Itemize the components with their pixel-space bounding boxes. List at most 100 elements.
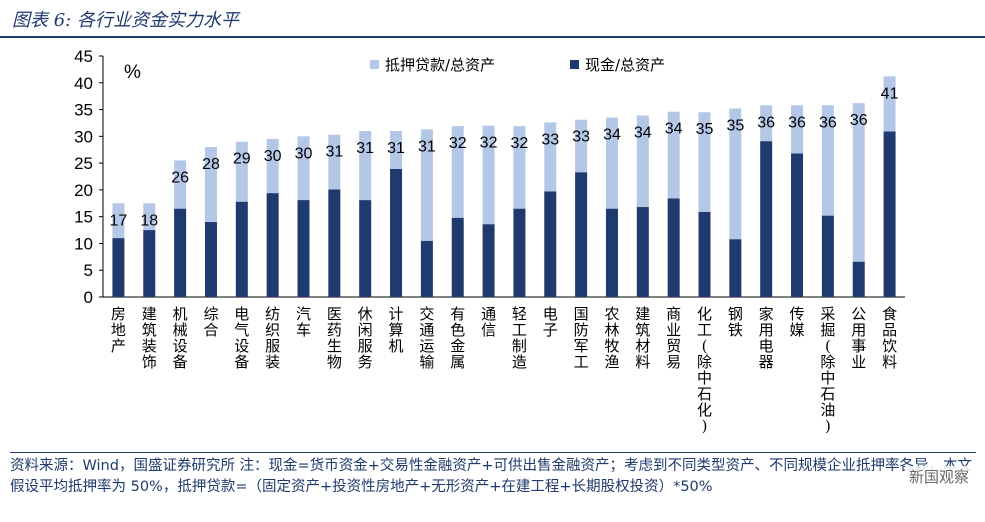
bar-loan <box>544 122 557 192</box>
bar-loan <box>266 139 279 194</box>
bar-cash <box>174 208 187 297</box>
bar-cash <box>235 201 248 297</box>
bar-loan <box>883 76 896 132</box>
bar-cash <box>791 153 804 297</box>
data-label: 30 <box>264 148 282 165</box>
x-tick-label: 钢铁 <box>728 305 743 339</box>
bar-cash <box>328 189 341 297</box>
bar-loan <box>575 119 588 173</box>
y-tick-label: 45 <box>74 47 93 66</box>
data-label: 34 <box>634 124 652 141</box>
bar-cash <box>451 217 464 297</box>
bar-cash <box>698 211 711 297</box>
x-tick-label: 建筑装饰 <box>142 305 157 371</box>
y-tick-label: 0 <box>84 288 93 307</box>
bar-cash <box>667 198 680 297</box>
bar-loan <box>698 112 711 212</box>
x-tick-label: 纺织服装 <box>265 305 280 371</box>
bar-cash <box>143 230 156 297</box>
x-tick-label: 交通运输 <box>419 305 434 371</box>
x-tick-label: 食品饮料 <box>882 305 897 371</box>
bar-loan <box>636 115 649 208</box>
bar-loan <box>791 105 804 154</box>
bar-cash <box>204 222 217 297</box>
x-tick-label: 传媒 <box>790 305 805 339</box>
y-tick-label: 30 <box>74 127 93 146</box>
y-tick-label: 25 <box>74 154 93 173</box>
bar-cash <box>513 208 526 297</box>
y-axis-unit: % <box>124 62 141 83</box>
data-label: 32 <box>449 135 467 152</box>
bar-loan <box>605 117 618 209</box>
x-tick-label: 轻工制造 <box>512 305 527 371</box>
bar-cash <box>575 172 588 297</box>
data-label: 31 <box>325 144 343 161</box>
data-label: 18 <box>140 212 158 229</box>
bar-loan <box>359 130 372 201</box>
y-tick-label: 10 <box>74 234 93 253</box>
bar-cash <box>390 169 403 297</box>
x-tick-label: 农林牧渔 <box>604 305 619 371</box>
bar-cash <box>729 239 742 297</box>
x-tick-label: 采掘(除中石油) <box>820 305 835 435</box>
legend-label: 现金/总资产 <box>585 56 665 74</box>
bar-cash <box>636 207 649 297</box>
x-tick-label: 通信 <box>481 305 496 339</box>
bar-loan <box>760 105 773 142</box>
bar-loan <box>852 103 865 262</box>
bar-cash <box>482 224 495 297</box>
bar-cash <box>544 191 557 297</box>
data-label: 34 <box>603 127 621 144</box>
bar-loan <box>390 130 403 170</box>
x-tick-label: 计算机 <box>389 305 404 355</box>
x-tick-label: 建筑材料 <box>635 305 650 371</box>
bar-loan <box>204 147 217 223</box>
x-tick-label: 电气设备 <box>234 305 249 371</box>
x-tick-label: 有色金属 <box>450 305 465 371</box>
data-label: 41 <box>881 85 899 102</box>
bar-cash <box>420 240 433 297</box>
bar-loan <box>112 203 125 239</box>
bar-cash <box>883 131 896 297</box>
bar-loan <box>667 111 680 199</box>
bar-cash <box>852 261 865 297</box>
data-label: 36 <box>850 112 868 129</box>
data-label: 30 <box>295 145 313 162</box>
data-label: 28 <box>202 156 220 173</box>
bar-loan <box>328 134 341 190</box>
x-tick-label: 国防军工 <box>574 305 589 371</box>
x-tick-label: 医药生物 <box>327 305 342 371</box>
source-note: 资料来源：Wind，国盛证券研究所 注：现金=货币资金+交易性金融资产+可供出售… <box>10 452 976 498</box>
bar-cash <box>112 238 125 297</box>
x-tick-label: 汽车 <box>296 305 311 339</box>
bar-loan <box>420 129 433 241</box>
legend-swatch <box>370 60 379 69</box>
watermark: 新国观察 <box>904 466 973 487</box>
y-tick-label: 40 <box>74 74 93 93</box>
y-tick-label: 5 <box>84 261 93 280</box>
bar-loan <box>235 141 248 202</box>
bar-cash <box>266 193 279 297</box>
data-label: 31 <box>418 138 436 155</box>
y-tick-label: 15 <box>74 208 93 227</box>
bar-loan <box>451 126 464 218</box>
x-tick-label: 房地产 <box>111 305 126 355</box>
data-label: 35 <box>726 117 744 134</box>
data-label: 29 <box>233 151 251 168</box>
legend-swatch <box>570 60 579 69</box>
x-tick-label: 家用电器 <box>759 305 774 371</box>
x-tick-label: 综合 <box>203 305 218 339</box>
data-label: 32 <box>511 135 529 152</box>
data-label: 36 <box>819 114 837 131</box>
data-label: 36 <box>757 114 775 131</box>
bar-cash <box>821 215 834 297</box>
bar-loan <box>297 136 310 201</box>
bar-loan <box>821 105 834 216</box>
bar-cash <box>760 141 773 297</box>
data-label: 26 <box>171 169 189 186</box>
chart-header: 图表 6: 各行业资金实力水平 <box>0 0 985 38</box>
bar-cash <box>297 200 310 297</box>
chart-title: 图表 6: 各行业资金实力水平 <box>12 10 239 31</box>
data-label: 36 <box>788 114 806 131</box>
bar-loan <box>729 108 742 240</box>
